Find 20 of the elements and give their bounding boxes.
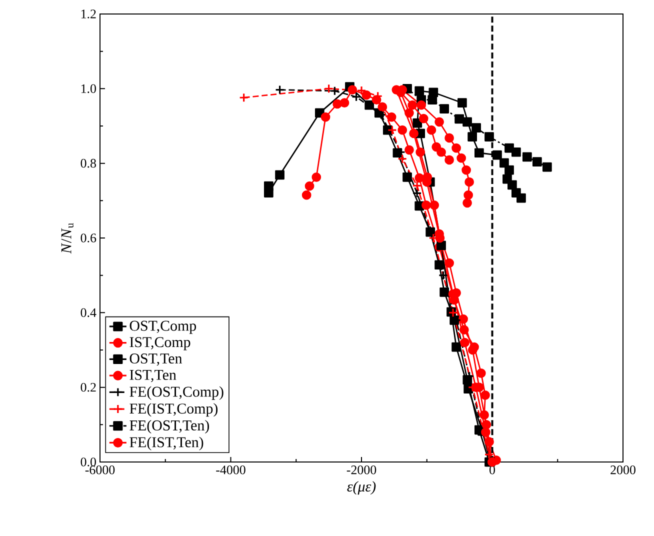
- y-tick-label: 0.2: [80, 382, 96, 392]
- legend-label: FE(OST,Comp): [130, 386, 224, 400]
- x-axis-title: ε(με): [347, 481, 376, 495]
- x-tick-label: -6000: [85, 466, 115, 474]
- legend-label: IST,Ten: [130, 370, 176, 382]
- legend-label: OST,Comp: [130, 320, 196, 334]
- y-tick-label: 1.2: [81, 10, 96, 18]
- y-tick-label: 0.0: [80, 458, 96, 466]
- legend-label: FE(IST,Ten): [130, 436, 204, 450]
- legend-label: FE(OST,Ten): [130, 420, 209, 434]
- x-tick-label: -2000: [346, 466, 376, 474]
- y-tick-label: 1.0: [81, 84, 96, 94]
- legend-label: OST,Ten: [130, 354, 182, 366]
- y-tick-label: 0.6: [80, 234, 96, 242]
- legend-label: IST,Comp: [130, 337, 190, 350]
- y-tick-label: 0.4: [80, 308, 96, 318]
- x-tick-label: 2000: [610, 466, 636, 474]
- y-tick-label: 0.8: [80, 158, 96, 168]
- legend-label: FE(IST,Comp): [130, 403, 218, 417]
- x-tick-label: -4000: [216, 466, 246, 474]
